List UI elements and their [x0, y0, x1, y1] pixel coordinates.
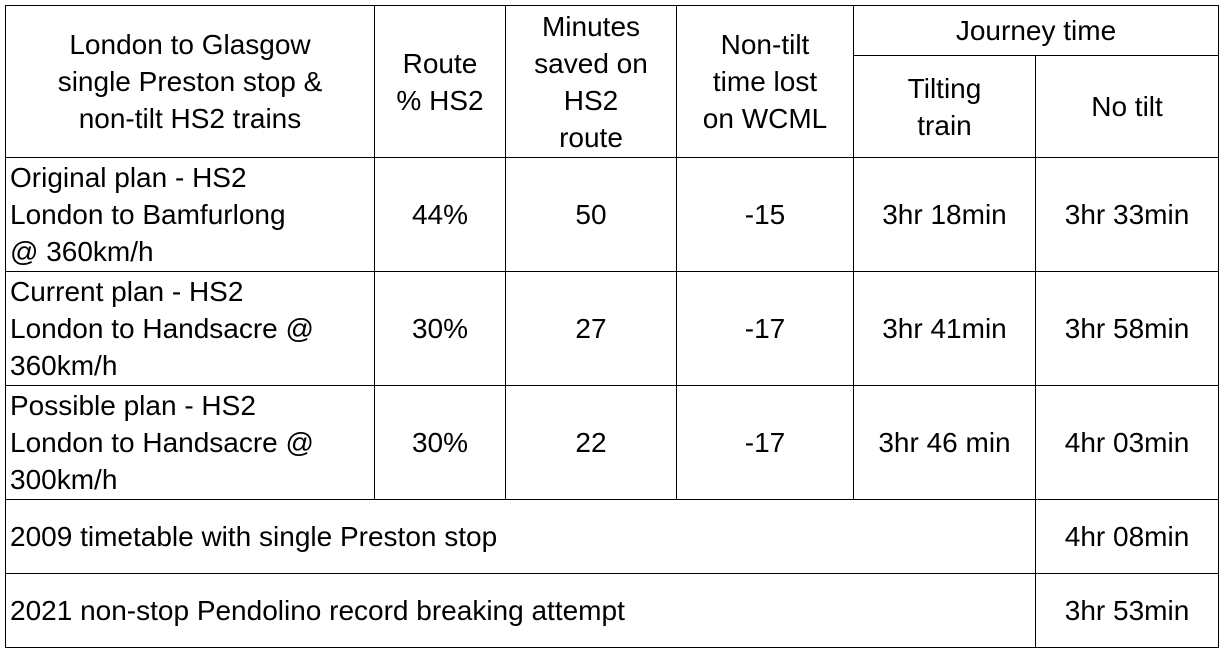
plan-cell: Original plan - HS2 London to Bamfurlong… — [5, 157, 375, 272]
tilting-time-cell: 3hr 18min — [853, 157, 1036, 272]
no-tilt-time-cell: 4hr 03min — [1034, 385, 1220, 500]
tilting-time-cell: 3hr 46 min — [853, 385, 1036, 500]
plan-cell: Possible plan - HS2 London to Handsacre … — [5, 385, 375, 500]
summary-label-cell: 2021 non-stop Pendolino record breaking … — [5, 573, 1036, 648]
header-minutes-saved: Minutes saved on HS2 route — [505, 5, 677, 158]
plan-cell: Current plan - HS2 London to Handsacre @… — [5, 271, 375, 386]
journey-time-table: London to Glasgow single Preston stop & … — [5, 5, 1220, 648]
table-row: Possible plan - HS2 London to Handsacre … — [5, 385, 1220, 500]
table-row: Original plan - HS2 London to Bamfurlong… — [5, 157, 1220, 272]
header-journey-time: Journey time — [852, 5, 1220, 56]
summary-row: 2009 timetable with single Preston stop … — [5, 499, 1220, 574]
header-no-tilt: No tilt — [1034, 55, 1220, 158]
header-route-percent: Route % HS2 — [374, 5, 506, 158]
summary-no-tilt-cell: 4hr 08min — [1034, 499, 1220, 574]
summary-row: 2021 non-stop Pendolino record breaking … — [5, 573, 1220, 648]
non-tilt-lost-cell: -17 — [676, 271, 854, 386]
summary-no-tilt-cell: 3hr 53min — [1034, 573, 1220, 648]
header-tilting-train: Tilting train — [853, 55, 1036, 158]
route-percent-cell: 30% — [374, 271, 506, 386]
non-tilt-lost-cell: -17 — [676, 385, 854, 500]
minutes-saved-cell: 27 — [505, 271, 677, 386]
header-description: London to Glasgow single Preston stop & … — [5, 5, 375, 158]
minutes-saved-cell: 22 — [505, 385, 677, 500]
minutes-saved-cell: 50 — [505, 157, 677, 272]
summary-label-cell: 2009 timetable with single Preston stop — [5, 499, 1036, 574]
route-percent-cell: 44% — [374, 157, 506, 272]
non-tilt-lost-cell: -15 — [676, 157, 854, 272]
tilting-time-cell: 3hr 41min — [853, 271, 1036, 386]
header-row-1: London to Glasgow single Preston stop & … — [5, 5, 1220, 158]
no-tilt-time-cell: 3hr 58min — [1034, 271, 1220, 386]
table-row: Current plan - HS2 London to Handsacre @… — [5, 271, 1220, 386]
no-tilt-time-cell: 3hr 33min — [1034, 157, 1220, 272]
header-non-tilt-lost: Non-tilt time lost on WCML — [676, 5, 854, 158]
route-percent-cell: 30% — [374, 385, 506, 500]
